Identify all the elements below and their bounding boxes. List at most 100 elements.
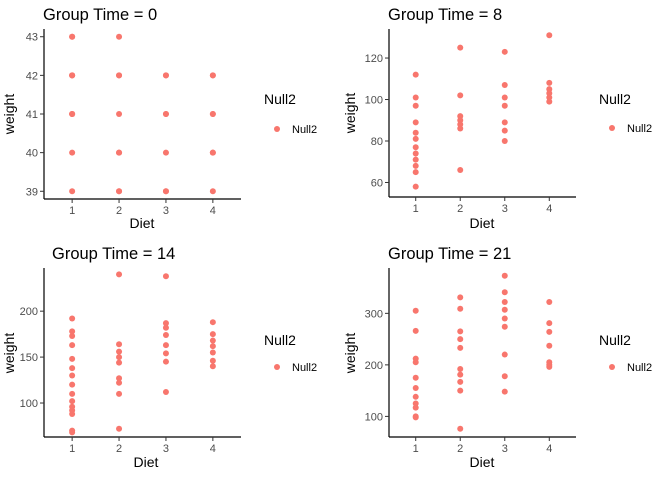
data-point	[412, 119, 419, 126]
legend-title: Null2	[599, 332, 631, 348]
x-tick-label: 4	[546, 443, 552, 455]
data-point	[501, 388, 508, 395]
legend-label: Null2	[292, 124, 317, 136]
data-point	[457, 425, 464, 432]
data-point	[162, 358, 169, 365]
data-point	[546, 79, 553, 86]
data-point	[69, 381, 76, 388]
x-axis-label: Diet	[470, 454, 495, 470]
x-tick-label: 4	[210, 443, 216, 455]
data-point	[69, 315, 76, 322]
data-point	[116, 33, 123, 40]
data-point	[501, 315, 508, 322]
x-axis-label: Diet	[134, 454, 159, 470]
data-point	[501, 127, 508, 134]
x-tick-label: 2	[457, 203, 463, 215]
legend-key-dot	[609, 125, 615, 131]
y-tick-label: 200	[20, 306, 38, 318]
data-point	[116, 359, 123, 366]
data-point	[209, 111, 216, 117]
legend-label: Null2	[627, 362, 652, 374]
data-point	[457, 305, 464, 312]
data-point	[116, 354, 123, 361]
y-axis-label: weight	[342, 93, 358, 135]
data-point	[116, 390, 123, 397]
data-point	[116, 111, 123, 117]
y-tick-label: 42	[26, 70, 38, 82]
x-tick-label: 1	[69, 205, 75, 217]
data-point	[412, 414, 419, 421]
data-point	[209, 188, 216, 195]
data-point	[69, 372, 76, 379]
y-tick-label: 150	[20, 352, 38, 364]
panel-title: Group Time = 0	[43, 6, 157, 24]
y-axis-label: weight	[342, 333, 358, 375]
data-point	[412, 144, 419, 151]
y-tick-label: 100	[365, 411, 383, 423]
y-tick-label: 41	[26, 109, 38, 121]
data-point	[412, 135, 419, 142]
data-point	[457, 92, 464, 99]
y-tick-label: 40	[26, 148, 38, 160]
legend-title: Null2	[264, 91, 296, 107]
data-point	[69, 342, 76, 349]
data-point	[116, 341, 123, 348]
data-point	[209, 319, 216, 326]
data-point	[69, 429, 76, 436]
x-tick-label: 4	[210, 205, 216, 217]
data-point	[69, 390, 76, 397]
data-point	[69, 328, 76, 335]
data-point	[209, 343, 216, 350]
legend-title: Null2	[264, 332, 296, 348]
data-point	[116, 425, 123, 432]
data-point	[546, 32, 553, 39]
panel-title: Group Time = 8	[388, 6, 502, 24]
data-point	[457, 328, 464, 335]
data-point	[69, 111, 76, 117]
data-point	[457, 365, 464, 372]
data-point	[457, 378, 464, 385]
x-tick-label: 3	[163, 443, 169, 455]
data-point	[501, 289, 508, 296]
y-tick-label: 100	[365, 95, 383, 107]
data-point	[209, 72, 216, 79]
data-point	[412, 150, 419, 157]
data-point	[501, 94, 508, 101]
data-point	[412, 162, 419, 169]
x-tick-label: 1	[69, 443, 75, 455]
data-point	[69, 188, 76, 195]
data-point	[546, 98, 553, 105]
y-tick-label: 39	[26, 186, 38, 198]
data-point	[501, 373, 508, 380]
y-tick-label: 43	[26, 32, 38, 44]
data-point	[162, 388, 169, 395]
y-tick-label: 200	[365, 360, 383, 372]
data-point	[546, 328, 553, 335]
data-point	[412, 307, 419, 314]
data-point	[546, 94, 553, 101]
data-point	[69, 365, 76, 372]
data-point	[412, 71, 419, 78]
data-point	[162, 350, 169, 357]
data-point	[546, 90, 553, 97]
data-point	[69, 149, 76, 156]
data-point	[501, 323, 508, 330]
y-tick-label: 120	[365, 53, 383, 65]
data-point	[412, 400, 419, 407]
x-tick-label: 2	[457, 443, 463, 455]
legend-label: Null2	[627, 123, 652, 135]
data-point	[162, 324, 169, 331]
data-point	[69, 398, 76, 405]
data-point	[116, 72, 123, 79]
x-axis-label: Diet	[130, 215, 155, 231]
data-point	[546, 299, 553, 306]
panel-title: Group Time = 21	[388, 245, 511, 263]
data-point	[162, 320, 169, 327]
x-tick-label: 4	[546, 203, 552, 215]
data-point	[209, 349, 216, 356]
data-point	[412, 393, 419, 400]
y-tick-label: 300	[365, 308, 383, 320]
data-point	[116, 271, 123, 278]
x-tick-label: 3	[163, 205, 169, 217]
